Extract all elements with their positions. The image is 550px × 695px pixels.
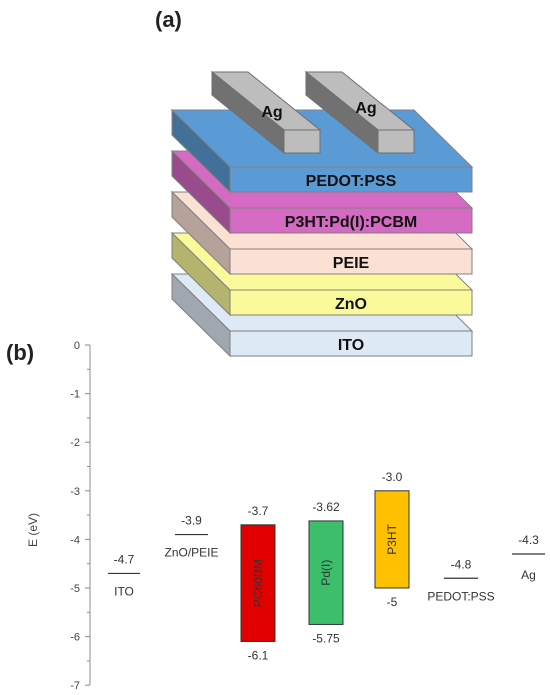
band-homo-label: -6.1 — [248, 648, 269, 662]
electrode-ag-2: Ag — [304, 70, 416, 155]
level-name-label: ITO — [114, 584, 134, 598]
y-axis-title: E (eV) — [26, 513, 40, 547]
layer-active-front — [229, 207, 473, 234]
band-homo-label: -5 — [387, 595, 398, 609]
electrode-ag-1-front — [283, 129, 321, 154]
band-name-label: P3HT — [385, 523, 399, 554]
energy-lines: -4.7 ITO -3.9 ZnO/PEIE -4.8 PEDOT:PSS -4.3 Ag — [108, 514, 545, 603]
y-tick-label: -4 — [70, 534, 80, 546]
band-homo-label: -5.75 — [312, 631, 340, 645]
level-value-label: -4.8 — [451, 557, 472, 571]
y-tick-label: -5 — [70, 583, 80, 595]
y-tick-label: -6 — [70, 632, 80, 644]
electrode-ag-1: Ag — [210, 70, 322, 155]
band-bar-pc60bm — [240, 524, 276, 642]
level-value-label: -3.9 — [181, 514, 202, 528]
level-name-label: PEDOT:PSS — [427, 589, 494, 603]
device-stack: ITO ZnO PEIE P3HT:Pd(I):PCBM PED — [170, 70, 474, 358]
layer-pedot-label: PEDOT:PSS — [306, 173, 397, 190]
band-lumo-label: -3.7 — [248, 504, 269, 518]
y-tick-label: -1 — [70, 389, 80, 401]
y-tick-label: -3 — [70, 486, 80, 498]
band-lumo-label: -3.62 — [312, 500, 340, 514]
level-value-label: -4.7 — [114, 552, 135, 566]
energy-level-chart: E (eV) 0 -1 -2 -3 -4 -5 -6 -7 -4.7 ITO -3.9 ZnO/PE… — [26, 340, 545, 692]
level-value-label: -4.3 — [518, 533, 539, 547]
energy-bars: -3.7 -6.1 PC60BM -3.62 -5.75 Pd(I) -3.0 -5 P3HT — [240, 470, 410, 662]
layer-peie-label: PEIE — [333, 255, 370, 272]
layer-peie-front — [229, 248, 473, 275]
y-ticks: 0 -1 -2 -3 -4 -5 -6 -7 — [70, 340, 90, 692]
band-name-label: PC60BM — [251, 559, 265, 607]
panel-b-label: (b) — [6, 340, 34, 365]
y-tick-label: -2 — [70, 437, 80, 449]
y-tick-label: 0 — [74, 340, 80, 352]
band-bar-pd-i- — [308, 520, 344, 625]
y-tick-label: -7 — [70, 680, 80, 692]
layer-pedot: PEDOT:PSS — [170, 108, 474, 194]
layer-zno-label: ZnO — [335, 296, 367, 313]
layer-ito-label: ITO — [338, 337, 364, 354]
layer-active-label: P3HT:Pd(I):PCBM — [285, 214, 417, 231]
layer-zno-front — [229, 289, 473, 316]
level-name-label: ZnO/PEIE — [164, 546, 218, 560]
band-lumo-label: -3.0 — [382, 470, 403, 484]
level-name-label: Ag — [521, 568, 536, 582]
layer-pedot-front — [229, 166, 473, 193]
electrode-ag-2-label: Ag — [355, 100, 376, 117]
band-bar-p3ht — [374, 490, 410, 589]
electrode-ag-2-front — [377, 129, 415, 154]
panel-a-label: (a) — [155, 7, 182, 32]
band-name-label: Pd(I) — [319, 560, 333, 586]
electrode-ag-1-label: Ag — [261, 104, 282, 121]
layer-ito-front — [229, 330, 473, 357]
